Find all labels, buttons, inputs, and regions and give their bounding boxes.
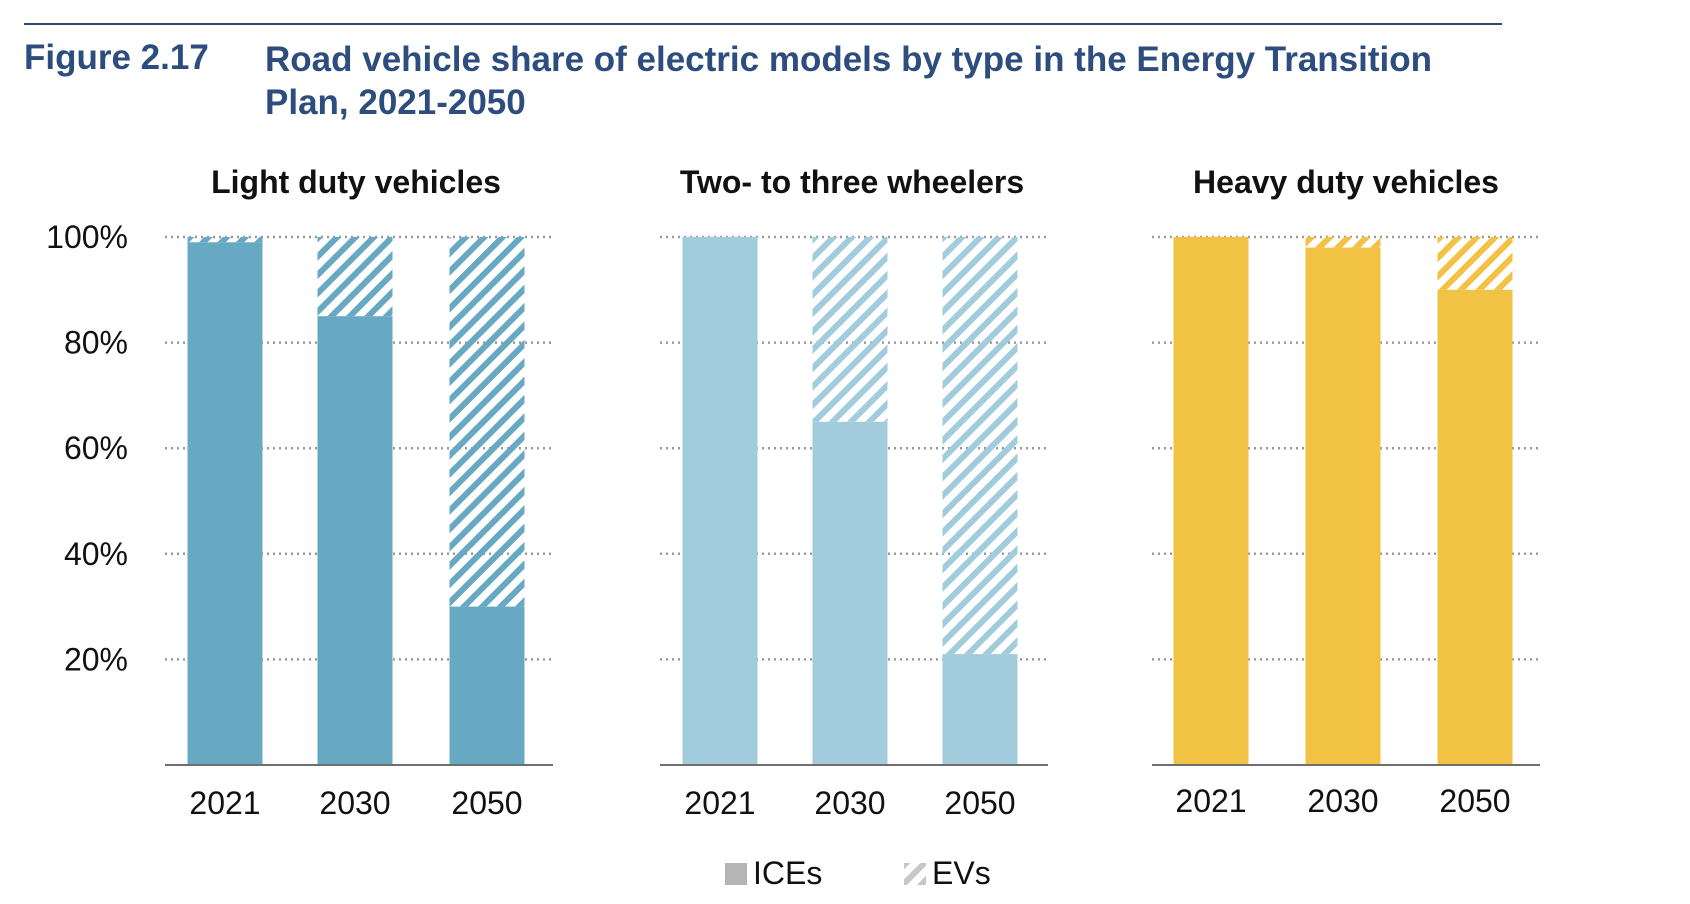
bar-ev-0-0 [187,237,263,243]
bar-ice-1-2 [942,654,1018,765]
bar-ice-2-0 [1173,237,1249,765]
title-rule [24,23,1502,25]
x-tick-label-1-2: 2050 [944,785,1015,821]
bar-ev-1-1 [812,237,888,422]
y-tick-label-3: 80% [64,325,128,361]
x-tick-label-1-1: 2030 [814,785,885,821]
x-tick-label-0-1: 2030 [319,785,390,821]
x-tick-label-2-1: 2030 [1307,783,1378,819]
x-tick-label-0-0: 2021 [189,785,260,821]
bar-ev-1-2 [942,237,1018,655]
legend-swatch-evs [904,863,926,885]
bar-ev-0-1 [317,237,393,317]
panel-title-2: Heavy duty vehicles [1193,164,1499,200]
bar-ev-2-1 [1305,237,1381,248]
bar-ev-0-2 [449,237,525,607]
y-tick-label-2: 60% [64,430,128,466]
bar-ev-2-2 [1437,237,1513,290]
legend-swatch-ices [725,863,747,885]
x-tick-label-2-0: 2021 [1175,783,1246,819]
y-tick-label-1: 40% [64,536,128,572]
bar-ice-0-2 [449,606,525,765]
x-tick-label-1-0: 2021 [684,785,755,821]
panel-title-1: Two- to three wheelers [680,164,1024,200]
x-tick-label-0-2: 2050 [451,785,522,821]
y-tick-label-0: 20% [64,641,128,677]
figure-title: Road vehicle share of electric models by… [265,40,1433,122]
legend-label-ices: ICEs [753,855,822,891]
legend-label-evs: EVs [932,855,991,891]
bar-ice-1-0 [682,237,758,765]
bar-ice-0-0 [187,242,263,765]
panel-title-0: Light duty vehicles [211,164,501,200]
y-tick-label-4: 100% [46,219,128,255]
bar-ice-0-1 [317,316,393,765]
bar-ice-2-2 [1437,289,1513,765]
bar-ice-2-1 [1305,247,1381,765]
bar-ice-1-1 [812,421,888,765]
x-tick-label-2-2: 2050 [1439,783,1510,819]
figure-number: Figure 2.17 [24,38,209,77]
